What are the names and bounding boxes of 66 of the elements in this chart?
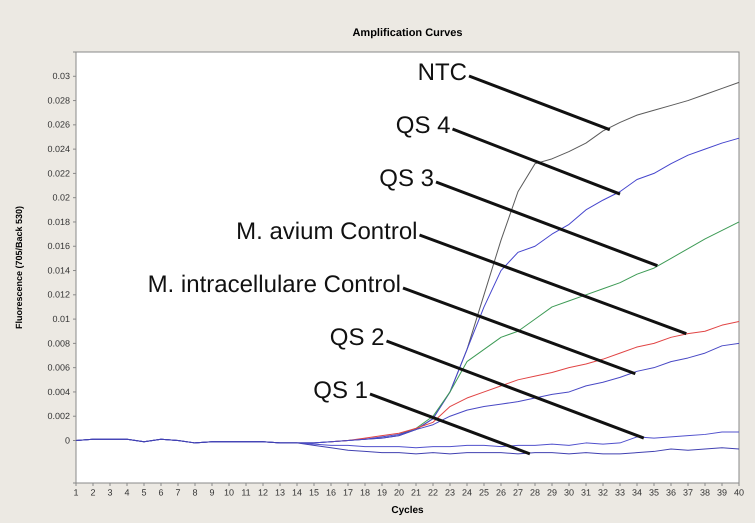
y-axis-title: Fluorescence (705/Back 530) — [14, 206, 24, 330]
x-tick-label: 17 — [342, 487, 354, 498]
x-tick-label: 21 — [410, 487, 422, 498]
y-tick-label: 0.002 — [47, 411, 70, 422]
x-tick-label: 22 — [428, 487, 438, 498]
y-tick-label: 0.024 — [47, 144, 70, 154]
y-tick-label: 0.02 — [52, 192, 70, 203]
y-tick-label: 0.004 — [47, 386, 70, 397]
x-tick-label: 25 — [478, 487, 490, 498]
y-tick-label: 0 — [64, 435, 70, 446]
x-tick-label: 36 — [666, 487, 676, 498]
y-tick-label: 0.006 — [47, 362, 70, 373]
x-tick-label: 26 — [496, 487, 506, 498]
x-tick-label: 34 — [632, 487, 642, 498]
x-tick-label: 5 — [141, 487, 147, 498]
x-tick-label: 31 — [580, 487, 592, 498]
annotation: QS 4 — [396, 112, 450, 139]
chart-title: Amplification Curves — [352, 27, 463, 39]
x-tick-label: 7 — [175, 487, 181, 498]
y-tick-label: 0.014 — [47, 265, 70, 276]
x-axis-title: Cycles — [391, 505, 424, 516]
x-tick-label: 23 — [444, 487, 456, 498]
x-tick-label: 39 — [716, 487, 728, 498]
annotation: NTC — [418, 59, 467, 86]
y-tick-label: 0.03 — [52, 71, 70, 82]
x-tick-label: 16 — [326, 487, 336, 498]
x-tick-label: 10 — [224, 487, 234, 498]
x-tick-label: 14 — [292, 487, 302, 498]
x-tick-label: 19 — [376, 487, 388, 498]
x-tick-label: 29 — [546, 487, 558, 498]
y-tick-label: 0.022 — [47, 168, 70, 178]
y-tick-label: 0.028 — [47, 95, 70, 106]
x-tick-label: 12 — [258, 487, 268, 498]
y-tick-label: 0.016 — [47, 241, 70, 252]
x-tick-label: 38 — [700, 487, 710, 498]
x-tick-label: 35 — [648, 487, 660, 498]
y-tick-label: 0.01 — [52, 314, 70, 324]
x-tick-label: 11 — [241, 487, 251, 498]
y-tick-label: 0.012 — [47, 290, 70, 300]
x-tick-label: 20 — [394, 487, 404, 498]
x-tick-label: 33 — [614, 487, 626, 498]
x-tick-label: 32 — [598, 487, 608, 498]
annotation: QS 2 — [330, 324, 384, 351]
y-tick-label: 0.018 — [47, 216, 70, 227]
x-tick-label: 40 — [734, 487, 744, 498]
x-tick-label: 3 — [107, 487, 113, 498]
x-tick-label: 37 — [682, 487, 694, 498]
x-tick-label: 24 — [462, 487, 472, 498]
x-tick-label: 30 — [564, 487, 574, 498]
x-tick-label: 18 — [360, 487, 370, 498]
x-tick-label: 1 — [73, 487, 79, 498]
annotation: M. avium Control — [236, 218, 418, 245]
x-tick-label: 13 — [274, 487, 286, 498]
y-tick-label: 0.008 — [47, 338, 70, 348]
x-tick-label: 2 — [90, 487, 96, 498]
x-tick-label: 4 — [124, 487, 130, 498]
x-tick-label: 15 — [308, 487, 320, 498]
x-tick-label: 28 — [530, 487, 540, 498]
annotation: QS 3 — [379, 165, 434, 192]
x-tick-label: 27 — [512, 487, 524, 498]
y-tick-label: 0.026 — [47, 120, 70, 130]
annotation: QS 1 — [313, 377, 368, 404]
x-tick-label: 6 — [158, 487, 164, 498]
x-tick-label: 8 — [192, 487, 198, 498]
x-tick-label: 9 — [209, 487, 215, 498]
annotation: M. intracellulare Control — [148, 271, 401, 298]
